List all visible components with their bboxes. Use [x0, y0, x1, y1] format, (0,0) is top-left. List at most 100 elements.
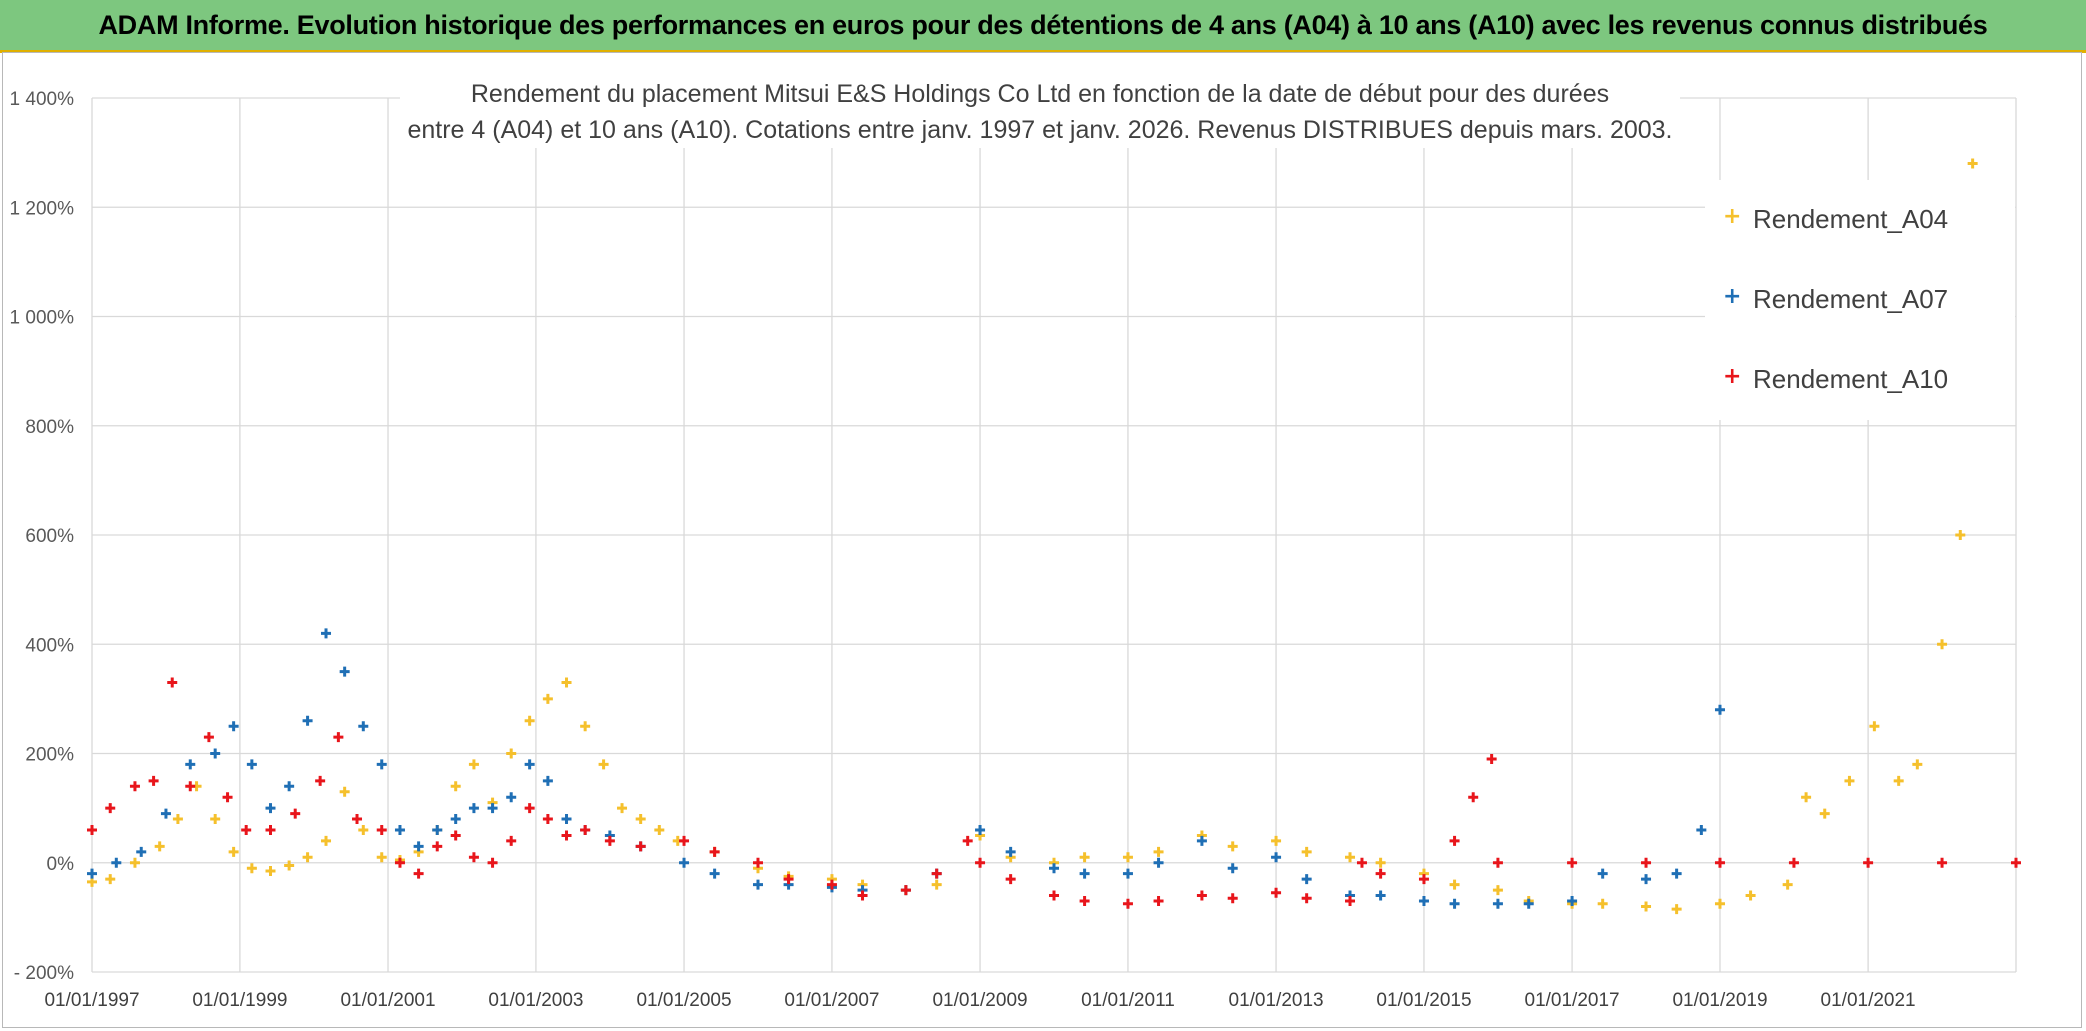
data-point — [468, 759, 479, 770]
data-point — [1492, 898, 1503, 909]
data-point — [1122, 868, 1133, 879]
data-point — [580, 721, 591, 732]
data-point — [105, 874, 116, 885]
data-point — [826, 879, 837, 890]
data-point — [654, 824, 665, 835]
data-point — [1005, 874, 1016, 885]
data-point — [1937, 639, 1948, 650]
data-point — [1714, 857, 1725, 868]
data-point — [975, 857, 986, 868]
data-point — [172, 814, 183, 825]
data-point — [1567, 857, 1578, 868]
data-point — [1005, 846, 1016, 857]
data-point — [1122, 852, 1133, 863]
data-point — [1801, 792, 1812, 803]
data-point — [1301, 846, 1312, 857]
data-point — [1523, 898, 1534, 909]
data-point — [524, 715, 535, 726]
data-point — [487, 803, 498, 814]
data-point — [1597, 898, 1608, 909]
x-tick-label: 01/01/2013 — [1229, 990, 1324, 1011]
legend-label-a10: Rendement_A10 — [1753, 364, 1949, 394]
data-point — [87, 824, 97, 835]
data-point — [394, 824, 405, 835]
data-point — [1271, 887, 1282, 898]
data-point — [1492, 885, 1503, 896]
y-axis-labels: - 200% 0% 200% 400% 600% 800% 1 000% 1 200% 1 40… — [10, 89, 75, 984]
data-point — [358, 721, 369, 732]
x-tick-label: 01/01/2017 — [1525, 990, 1620, 1011]
data-point — [1745, 890, 1756, 901]
data-point — [931, 879, 942, 890]
data-point — [1869, 721, 1880, 732]
data-point — [450, 814, 461, 825]
chart-title-line-2: entre 4 (A04) et 10 ans (A10). Cotations… — [407, 116, 1673, 144]
data-point — [1696, 824, 1707, 835]
data-point — [376, 852, 387, 863]
data-point — [752, 879, 763, 890]
legend-label-a04: Rendement_A04 — [1753, 204, 1949, 234]
report-banner: ADAM Informe. Evolution historique des p… — [0, 0, 2086, 52]
data-point — [302, 715, 313, 726]
data-point — [783, 874, 794, 885]
data-point — [975, 824, 986, 835]
x-tick-label: 01/01/1999 — [192, 990, 287, 1011]
data-point — [210, 748, 221, 759]
data-point — [333, 732, 344, 743]
chart-frame — [2, 52, 2082, 1028]
data-point — [542, 775, 553, 786]
legend-marker-a10: + — [1723, 364, 1742, 389]
data-point — [1196, 835, 1207, 846]
data-point — [709, 846, 720, 857]
data-point — [962, 835, 973, 846]
data-point — [1955, 530, 1966, 540]
data-point — [1196, 890, 1207, 901]
data-point — [1122, 898, 1133, 909]
data-point — [561, 830, 572, 841]
data-point — [284, 860, 295, 871]
data-point — [635, 841, 646, 852]
data-point — [1449, 835, 1460, 846]
data-point — [487, 857, 498, 868]
y-tick-label: 600% — [25, 526, 74, 547]
y-tick-label: 1 000% — [10, 308, 75, 329]
data-point — [2011, 857, 2021, 868]
chart-title: Rendement du placement Mitsui E&S Holdin… — [400, 76, 1680, 148]
data-point — [148, 775, 159, 786]
data-point — [246, 863, 257, 874]
data-point — [1449, 898, 1460, 909]
data-point — [1641, 857, 1652, 868]
data-point — [321, 835, 332, 846]
data-point — [222, 792, 233, 803]
data-point — [185, 759, 196, 770]
data-point — [265, 803, 276, 814]
data-point — [1375, 868, 1386, 879]
data-point — [1271, 835, 1282, 846]
data-point — [111, 857, 122, 868]
data-point — [1567, 895, 1578, 906]
data-point — [302, 852, 313, 863]
data-point — [376, 759, 387, 770]
data-point — [524, 759, 535, 770]
data-point — [129, 781, 140, 792]
data-point — [506, 835, 517, 846]
data-point — [1345, 852, 1356, 863]
data-point — [561, 814, 572, 825]
data-point — [900, 885, 911, 896]
data-point — [210, 814, 221, 825]
data-point — [1153, 857, 1164, 868]
data-point — [542, 814, 553, 825]
y-tick-label: 200% — [25, 745, 74, 766]
data-point — [1227, 863, 1238, 874]
x-tick-label: 01/01/2021 — [1821, 990, 1916, 1011]
data-point — [265, 824, 276, 835]
data-point — [1049, 890, 1059, 901]
x-tick-label: 01/01/2011 — [1081, 990, 1175, 1011]
data-point — [1356, 857, 1367, 868]
data-point — [315, 775, 326, 786]
data-point — [1967, 158, 1978, 169]
data-point — [1271, 852, 1282, 863]
data-point — [1227, 841, 1238, 852]
series-Rendement_A07 — [87, 628, 1725, 909]
data-point — [1893, 775, 1904, 786]
